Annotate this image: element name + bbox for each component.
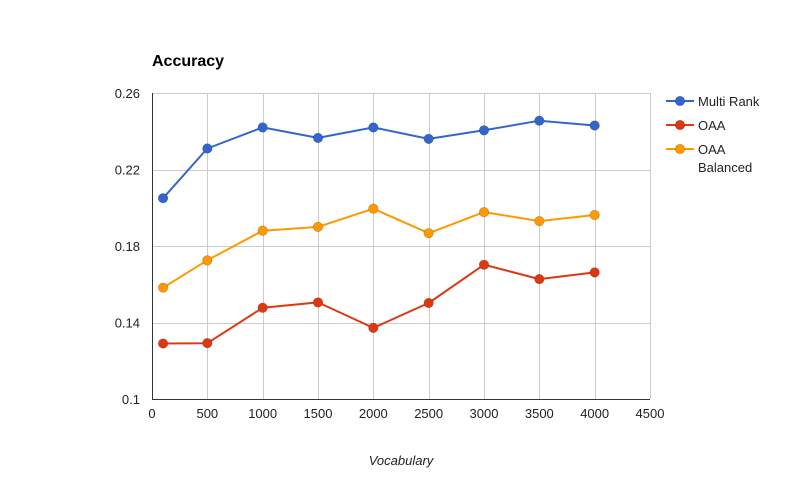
data-point (534, 273, 545, 285)
x-tick-label: 2000 (359, 406, 388, 421)
data-point (589, 267, 600, 278)
data-point (423, 133, 434, 144)
x-axis-title: Vocabulary (369, 453, 435, 468)
data-point (312, 297, 324, 308)
data-point (534, 216, 545, 227)
y-tick-label: 0.14 (115, 316, 140, 331)
chart-title: Accuracy (152, 53, 224, 70)
x-tick-label: 2500 (414, 406, 443, 421)
data-point (423, 297, 434, 309)
data-point (534, 115, 545, 126)
series-group (157, 115, 600, 349)
x-tick-label: 3500 (525, 406, 554, 421)
legend-label: OAA (698, 142, 726, 157)
data-point (478, 125, 490, 136)
data-point (312, 221, 324, 232)
data-point (157, 338, 169, 349)
x-tick-label: 1000 (248, 406, 277, 421)
legend: Multi Rank OAA OAA Balanced (666, 94, 760, 175)
legend-label: Balanced (698, 160, 752, 175)
data-point (478, 259, 490, 270)
legend-item: OAA (666, 118, 726, 133)
series-line (162, 119, 595, 199)
data-point (202, 338, 213, 349)
data-point (157, 282, 169, 293)
y-tick-label: 0.18 (115, 239, 140, 254)
y-tick-label: 0.26 (115, 86, 140, 101)
series-1 (157, 259, 600, 349)
y-tick-label: 0.22 (115, 163, 140, 178)
legend-label: OAA (698, 118, 726, 133)
y-tick-labels: 0.1 0.14 0.18 0.22 0.26 (115, 86, 140, 407)
data-point (257, 122, 268, 133)
x-tick-label: 4500 (636, 406, 665, 421)
legend-label: Multi Rank (698, 94, 760, 109)
series-line (163, 263, 595, 345)
data-point (423, 228, 434, 239)
data-point (368, 122, 379, 133)
legend-item: Multi Rank (666, 94, 760, 109)
x-tick-label: 0 (148, 406, 155, 421)
data-point (312, 132, 324, 144)
grid-lines (152, 93, 651, 400)
legend-marker (674, 119, 686, 131)
x-tick-label: 3000 (470, 406, 499, 421)
legend-marker (674, 95, 686, 107)
data-point (478, 207, 490, 218)
data-point (157, 193, 169, 204)
data-point (202, 255, 213, 266)
data-point (368, 203, 379, 214)
legend-marker (674, 143, 686, 155)
x-tick-label: 1500 (304, 406, 333, 421)
axes (152, 93, 650, 400)
data-point (202, 143, 213, 154)
series-2 (157, 203, 600, 293)
y-tick-label: 0.1 (122, 392, 140, 407)
data-point (257, 302, 268, 313)
data-point (257, 225, 268, 236)
data-point (589, 120, 600, 131)
data-point (589, 209, 600, 221)
legend-item: OAA Balanced (666, 142, 752, 175)
series-0 (157, 115, 600, 204)
x-tick-label: 4000 (580, 406, 609, 421)
x-tick-label: 500 (196, 406, 218, 421)
x-tick-labels: 0 500 1000 1500 2000 2500 3000 3500 4000 4500 (148, 406, 664, 421)
data-point (368, 322, 379, 333)
